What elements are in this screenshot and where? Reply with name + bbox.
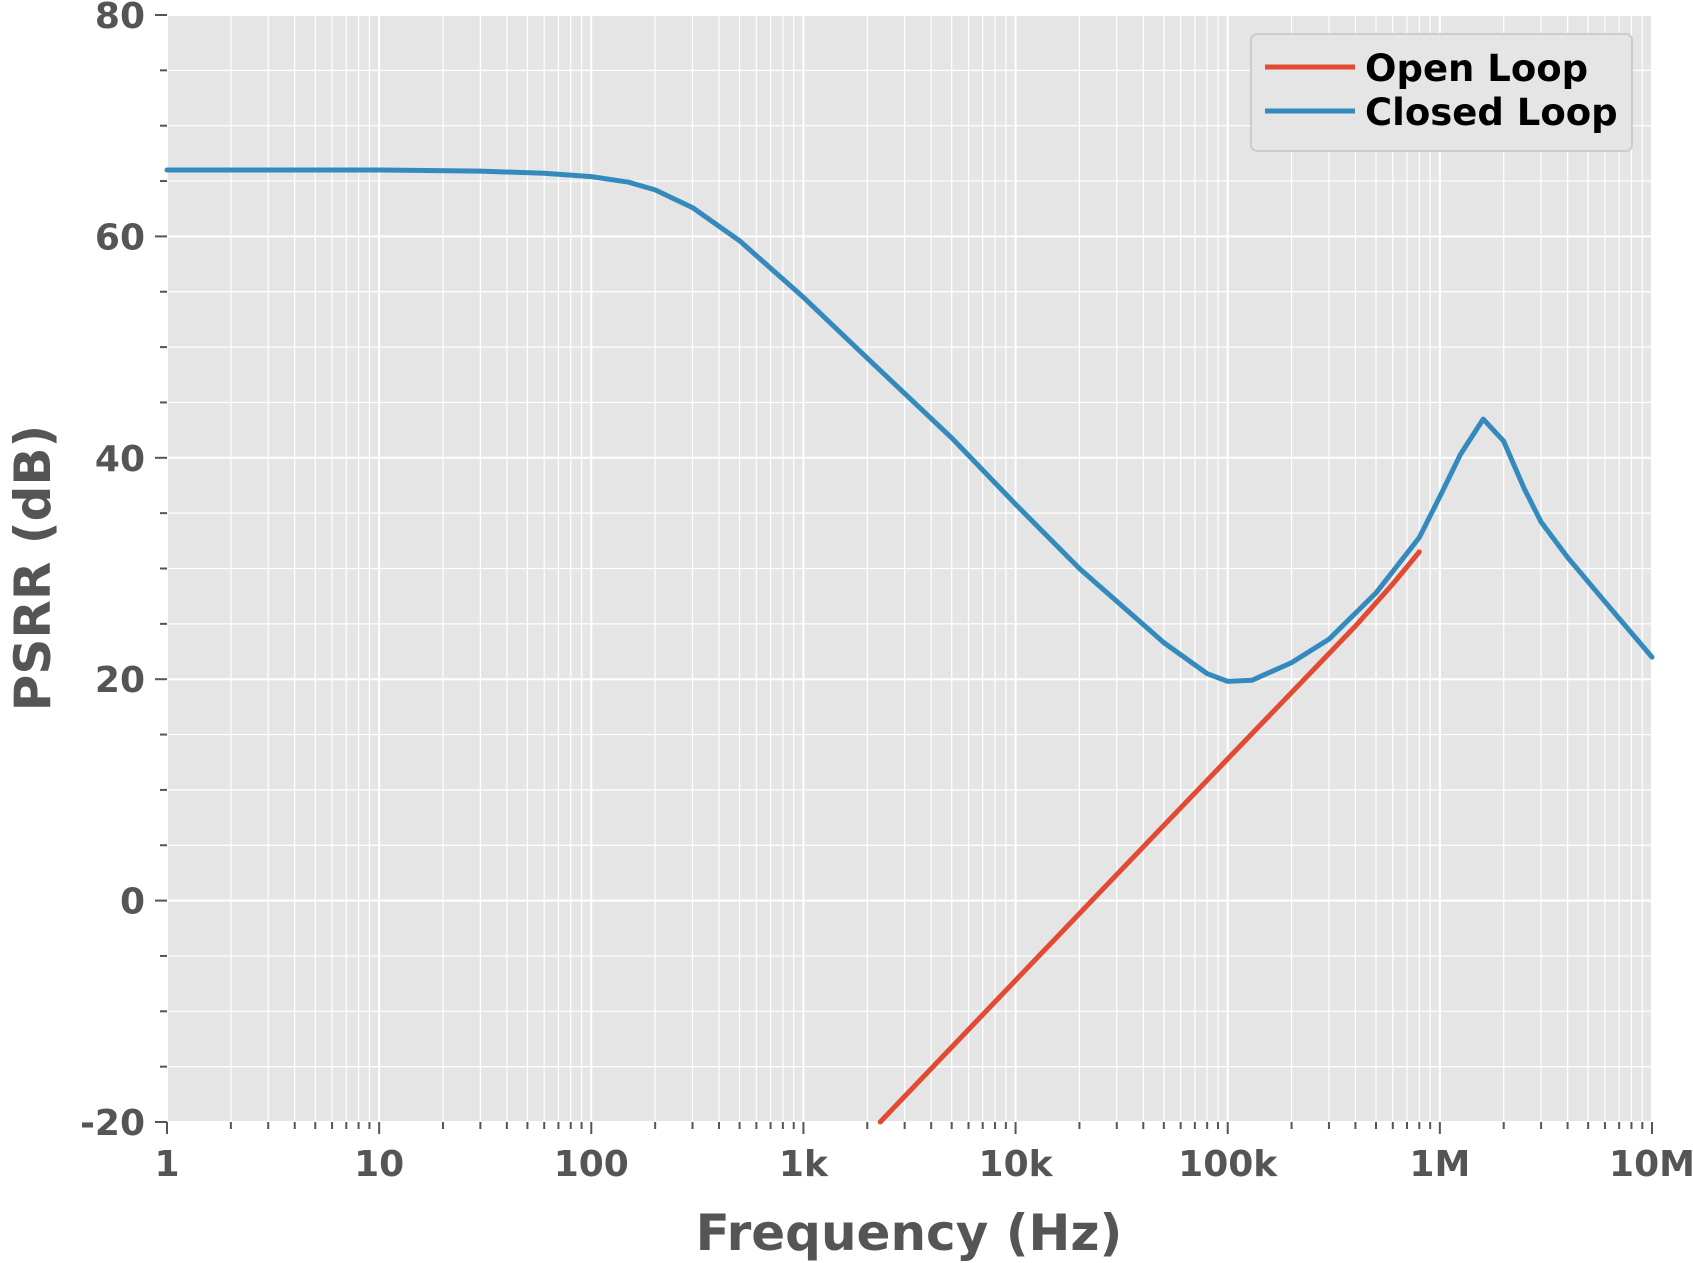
legend-box — [1250, 33, 1633, 152]
x-tick-label: 10M — [1609, 1144, 1693, 1185]
legend-label-open-loop: Open Loop — [1365, 47, 1588, 90]
x-tick-label: 1k — [779, 1144, 829, 1185]
grid — [166, 14, 1653, 1123]
legend-label-closed-loop: Closed Loop — [1365, 91, 1618, 134]
legend: Open Loop Closed Loop — [1250, 33, 1633, 152]
series-line-closed-loop — [164, 167, 1655, 684]
y-axis-title: PSRR (dB) — [4, 425, 62, 712]
x-tick-label: 1 — [154, 1144, 179, 1185]
y-tick-label: 0 — [120, 882, 145, 923]
y-tick-label: 60 — [95, 217, 145, 258]
series-line-open-loop — [877, 549, 1422, 1125]
x-tick-label: 1M — [1409, 1144, 1470, 1185]
x-axis-title: Frequency (Hz) — [696, 1204, 1123, 1262]
y-tick-label: 80 — [95, 0, 145, 37]
axis-ticks: 1 10 100 1k 10k 100k 1M 10M -20 0 20 40 60 80 — [80, 0, 1693, 1185]
y-tick-label: -20 — [80, 1103, 145, 1144]
x-tick-label: 100 — [554, 1144, 629, 1185]
x-tick-label: 10 — [354, 1144, 404, 1185]
y-tick-label: 40 — [95, 439, 145, 480]
x-tick-label: 10k — [979, 1144, 1054, 1185]
series-lines — [164, 167, 1655, 1125]
y-tick-label: 20 — [95, 660, 145, 701]
x-tick-label: 100k — [1178, 1144, 1278, 1185]
